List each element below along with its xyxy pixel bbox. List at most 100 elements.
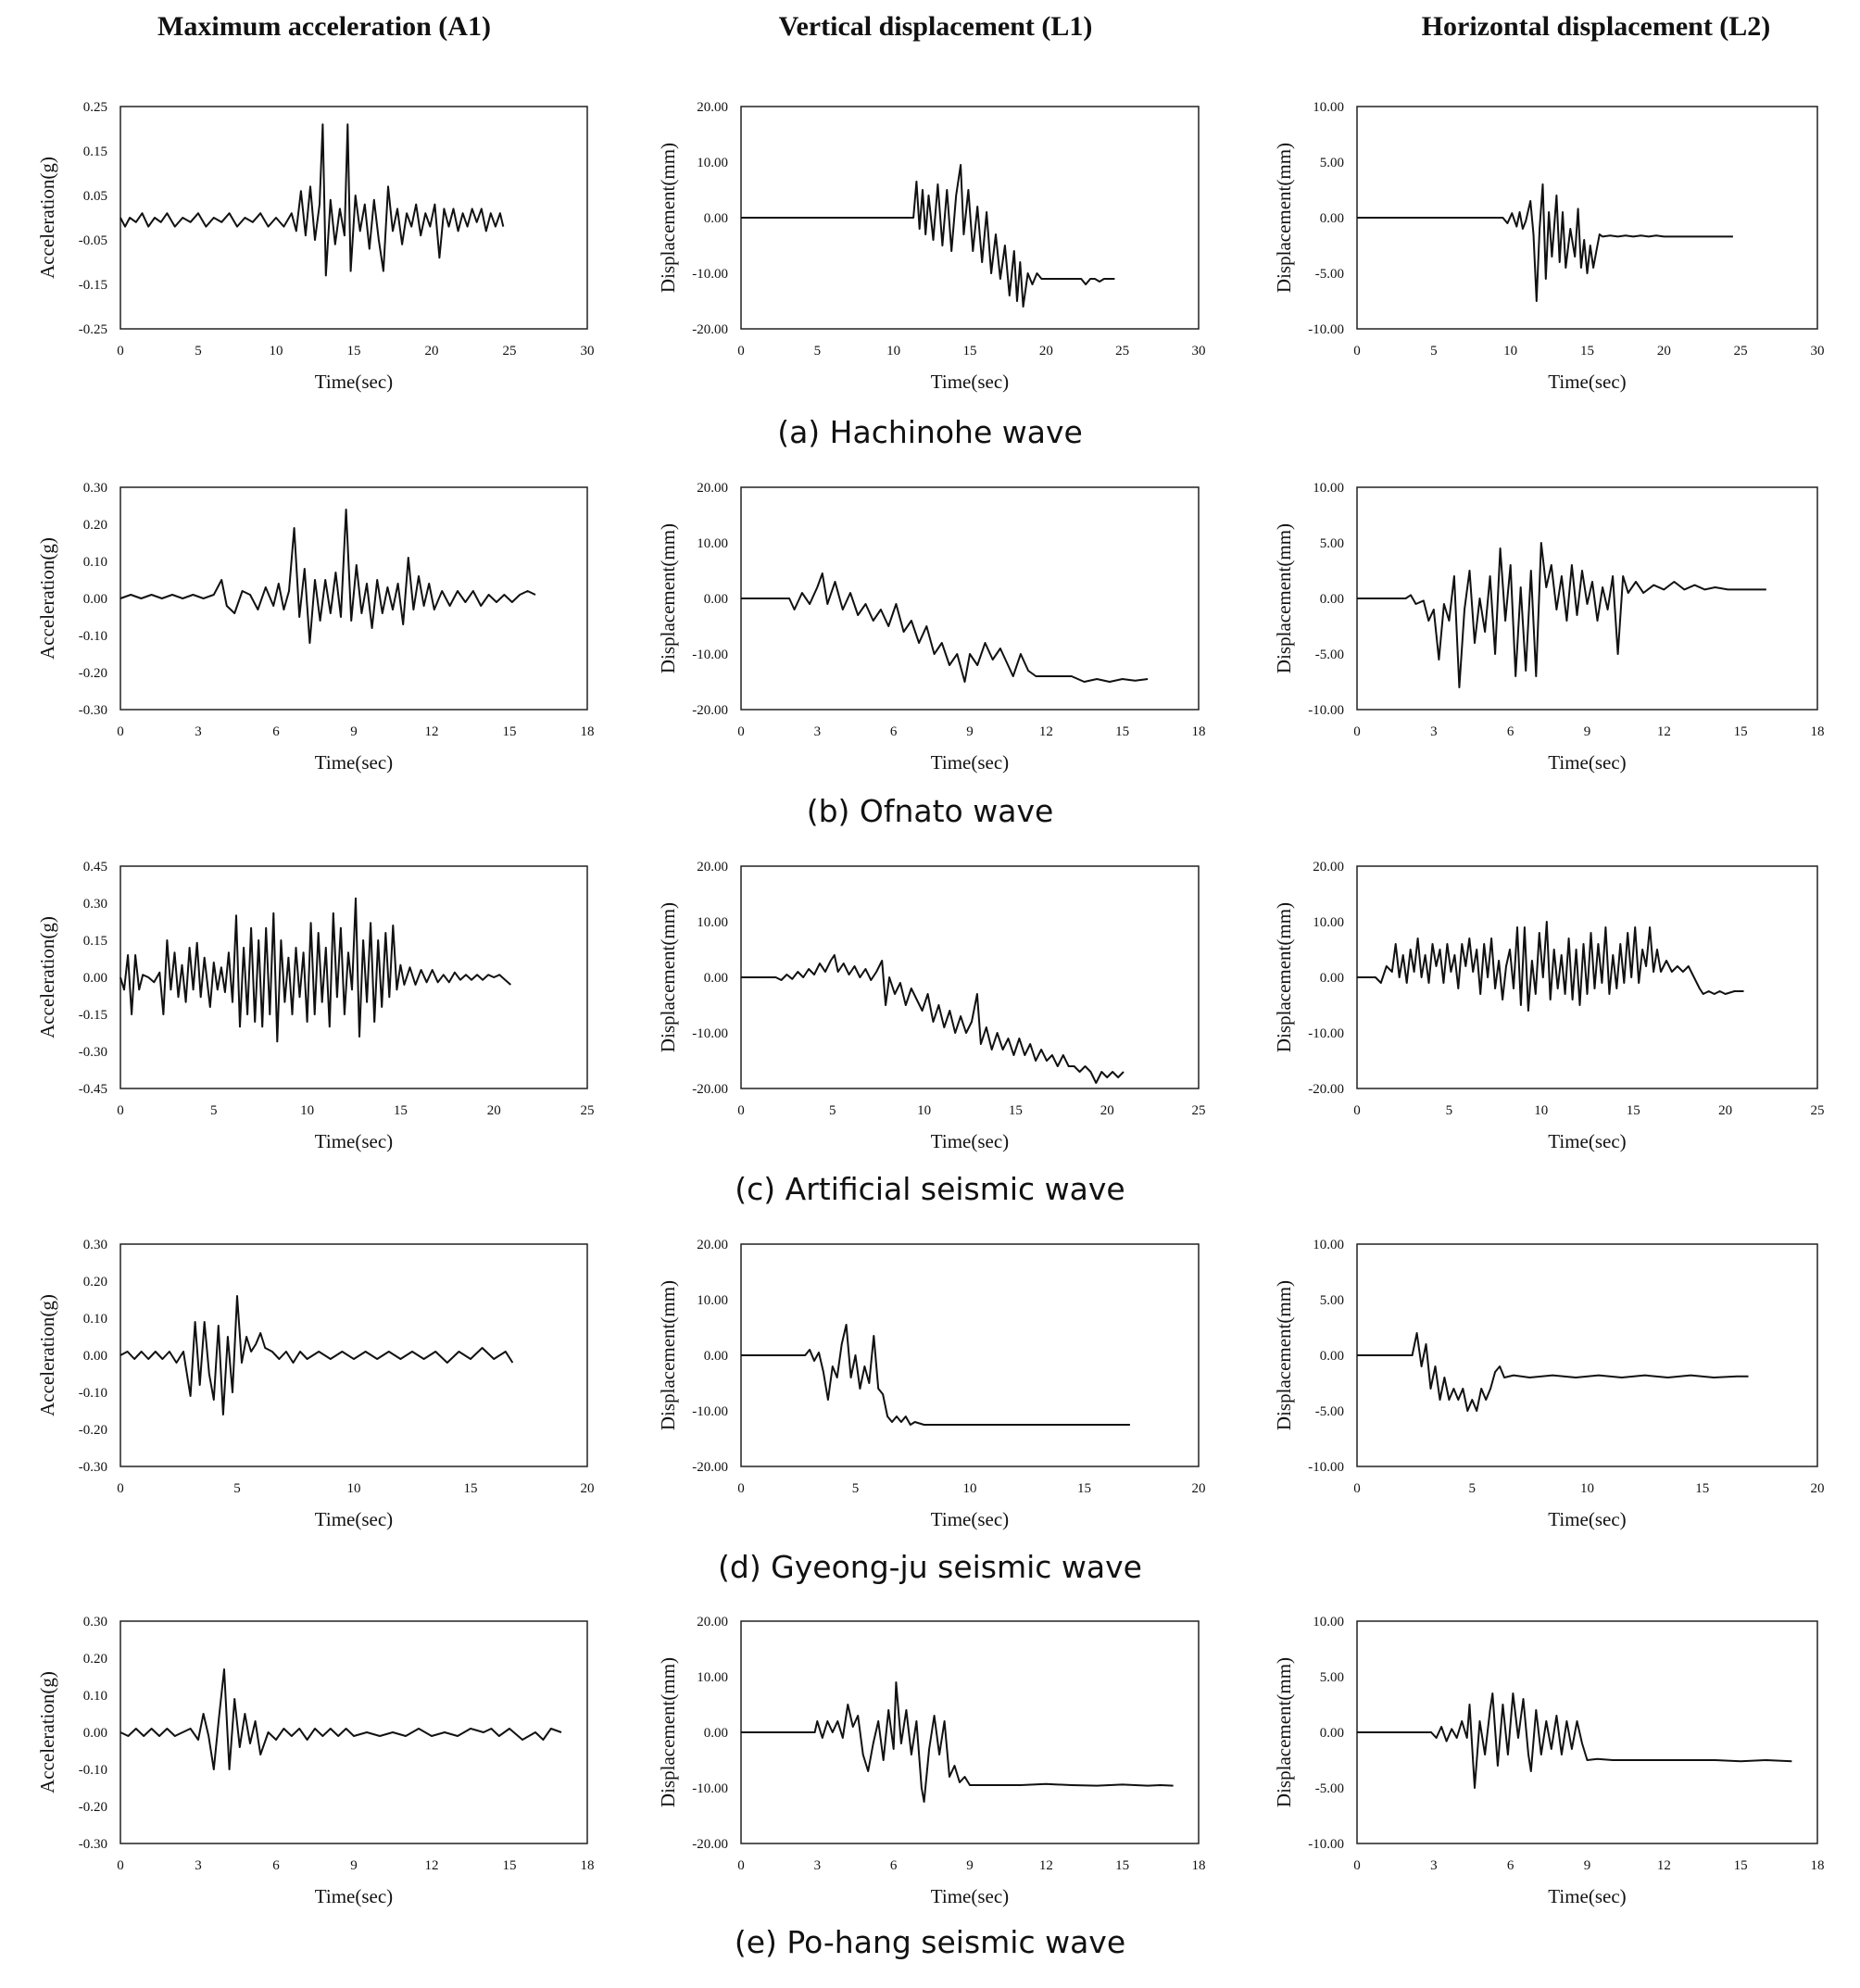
row-2-panel-3-y-tick-label: -10.00 — [1308, 703, 1344, 718]
row-3-panel-3-y-tick-label: -20.00 — [1308, 1082, 1344, 1097]
row-3-panel-3-x-tick-label: 0 — [1353, 1103, 1361, 1118]
row-3-panel-2-x-tick-label: 15 — [1009, 1103, 1023, 1118]
row-1-panel-2-y-tick-label: 20.00 — [697, 100, 728, 115]
row-1-panel-1-x-tick-label: 15 — [347, 344, 361, 359]
row-5-panel-1-y-tick-label: -0.20 — [79, 1800, 107, 1815]
row-1-panel-3-x-tick-label: 25 — [1734, 344, 1748, 359]
row-3-panel-3-plot-frame — [1356, 865, 1818, 1089]
row-1-panel-3-y-tick-label: -10.00 — [1308, 322, 1344, 337]
row-4-panel-3-plot-frame — [1356, 1243, 1818, 1467]
row-5-panel-3-plot-frame — [1356, 1620, 1818, 1844]
row-2-panel-1-x-tick-label: 15 — [503, 724, 517, 739]
row-3-panel-2-x-axis-label: Time(sec) — [931, 1130, 1009, 1152]
row-2-panel-1-x-tick-label: 6 — [272, 724, 280, 739]
row-1-panel-1-y-tick-label: 0.05 — [83, 189, 107, 204]
row-3-panel-2-series-line — [741, 954, 1125, 1084]
row-4-panel-1-x-axis-label: Time(sec) — [315, 1508, 393, 1530]
row-1-panel-1-y-tick-label: -0.15 — [79, 278, 107, 293]
row-2-panel-1-series-line — [119, 509, 536, 644]
row-4-panel-2-x-tick-label: 5 — [852, 1481, 860, 1496]
row-3-caption: (c) Artificial seismic wave — [735, 1171, 1125, 1207]
row-1-panel-1-y-tick-label: -0.25 — [79, 322, 107, 337]
row-3-panel-3-x-tick-label: 5 — [1446, 1103, 1453, 1118]
row-2-panel-1-y-tick-label: 0.30 — [83, 481, 107, 496]
row-3-panel-1-y-tick-label: -0.30 — [79, 1045, 107, 1060]
row-4-panel-3-x-tick-label: 5 — [1469, 1481, 1477, 1496]
row-1-panel-2-x-tick-label: 10 — [886, 344, 900, 359]
row-5-panel-3-y-tick-label: -10.00 — [1308, 1837, 1344, 1852]
row-2-panel-3-y-tick-label: -5.00 — [1315, 648, 1344, 662]
row-1-panel-1-x-tick-label: 30 — [581, 344, 595, 359]
row-2-panel-1-y-tick-label: 0.20 — [83, 518, 107, 533]
row-5-panel-1-y-tick-label: 0.00 — [83, 1726, 107, 1741]
row-5-panel-3-y-tick-label: 5.00 — [1320, 1670, 1344, 1685]
row-2-panel-3-y-axis-label: Displacement(mm) — [1273, 523, 1295, 673]
row-3-panel-2-x-tick-label: 0 — [737, 1103, 745, 1118]
row-2-panel-3-series-line — [1357, 542, 1766, 688]
row-1-panel-3-y-tick-label: 10.00 — [1313, 100, 1344, 115]
row-4-panel-2-y-tick-label: -20.00 — [692, 1460, 728, 1475]
row-4-panel-2-y-axis-label: Displacement(mm) — [657, 1280, 679, 1430]
row-1-panel-1-y-tick-label: 0.25 — [83, 100, 107, 115]
row-1-panel-3-x-axis-label: Time(sec) — [1548, 371, 1626, 393]
row-4-panel-1-y-tick-label: 0.20 — [83, 1275, 107, 1290]
row-2-panel-3-x-tick-label: 3 — [1430, 724, 1438, 739]
row-5-panel-3-x-tick-label: 3 — [1430, 1858, 1438, 1873]
row-5-panel-2-y-tick-label: 10.00 — [697, 1670, 728, 1685]
row-3-panel-2-y-tick-label: 0.00 — [704, 971, 728, 986]
row-2-panel-3-x-tick-label: 0 — [1353, 724, 1361, 739]
row-5-panel-3-y-tick-label: 0.00 — [1320, 1726, 1344, 1741]
row-4-panel-1-y-tick-label: -0.20 — [79, 1423, 107, 1438]
row-1-panel-2-x-tick-label: 20 — [1039, 344, 1053, 359]
row-2-panel-2-x-tick-label: 15 — [1115, 724, 1129, 739]
row-4-panel-1-x-tick-label: 15 — [464, 1481, 478, 1496]
row-4-panel-2-x-tick-label: 0 — [737, 1481, 745, 1496]
row-2-panel-2-y-axis-label: Displacement(mm) — [657, 523, 679, 673]
row-4-panel-3-x-tick-label: 10 — [1580, 1481, 1594, 1496]
row-4-panel-2-y-tick-label: -10.00 — [692, 1404, 728, 1419]
row-2-panel-1-x-tick-label: 0 — [117, 724, 124, 739]
row-2-panel-2-series-line — [741, 572, 1149, 683]
row-3-panel-1-y-tick-label: 0.30 — [83, 897, 107, 912]
row-3-panel-1-x-tick-label: 25 — [581, 1103, 595, 1118]
row-2-panel-2-y-tick-label: 0.00 — [704, 592, 728, 607]
row-3-panel-2-y-tick-label: 10.00 — [697, 915, 728, 930]
row-5-panel-3-y-tick-label: 10.00 — [1313, 1615, 1344, 1629]
row-5-panel-1-x-tick-label: 15 — [503, 1858, 517, 1873]
row-5-panel-2-y-tick-label: 20.00 — [697, 1615, 728, 1629]
row-3-panel-1-x-axis-label: Time(sec) — [315, 1130, 393, 1152]
row-2-panel-2-y-tick-label: -10.00 — [692, 648, 728, 662]
row-1-panel-1-y-tick-label: 0.15 — [83, 145, 107, 159]
row-3-panel-1-y-tick-label: 0.45 — [83, 860, 107, 874]
row-1-panel-2-y-tick-label: -20.00 — [692, 322, 728, 337]
row-1-panel-3-x-tick-label: 5 — [1430, 344, 1438, 359]
row-4-panel-3-x-tick-label: 0 — [1353, 1481, 1361, 1496]
row-2-caption: (b) Ofnato wave — [807, 793, 1054, 829]
row-5-panel-3-x-tick-label: 0 — [1353, 1858, 1361, 1873]
row-3-panel-2-y-tick-label: -10.00 — [692, 1026, 728, 1041]
row-3-panel-1-y-axis-label: Acceleration(g) — [36, 916, 58, 1038]
row-2-panel-2-x-tick-label: 0 — [737, 724, 745, 739]
row-1-panel-2-y-tick-label: 0.00 — [704, 211, 728, 226]
row-5-panel-1-x-tick-label: 0 — [117, 1858, 124, 1873]
row-3-panel-3-y-tick-label: 10.00 — [1313, 915, 1344, 930]
row-2-panel-1-y-axis-label: Acceleration(g) — [36, 537, 58, 660]
row-4-panel-1-series-line — [119, 1295, 514, 1416]
row-1-panel-1-y-axis-label: Acceleration(g) — [36, 157, 58, 279]
row-1-panel-3-x-tick-label: 10 — [1503, 344, 1517, 359]
row-3-panel-3-x-tick-label: 25 — [1811, 1103, 1825, 1118]
row-5-panel-2-x-tick-label: 0 — [737, 1858, 745, 1873]
row-4-panel-1-y-tick-label: 0.00 — [83, 1349, 107, 1364]
row-2-panel-1-x-axis-label: Time(sec) — [315, 751, 393, 774]
row-5-panel-3-y-tick-label: -5.00 — [1315, 1781, 1344, 1796]
row-1-panel-2-x-tick-label: 15 — [963, 344, 977, 359]
row-3-panel-1-y-tick-label: 0.00 — [83, 971, 107, 986]
row-1-panel-1-series-line — [119, 123, 505, 277]
row-1-panel-1-plot-frame — [119, 106, 588, 330]
row-5-panel-2-y-tick-label: -20.00 — [692, 1837, 728, 1852]
row-5-caption: (e) Po-hang seismic wave — [735, 1924, 1125, 1960]
row-3-panel-2-y-tick-label: -20.00 — [692, 1082, 728, 1097]
row-1-panel-3-y-tick-label: -5.00 — [1315, 267, 1344, 282]
row-2-panel-3-x-tick-label: 12 — [1657, 724, 1671, 739]
row-5-panel-3-x-tick-label: 6 — [1507, 1858, 1514, 1873]
